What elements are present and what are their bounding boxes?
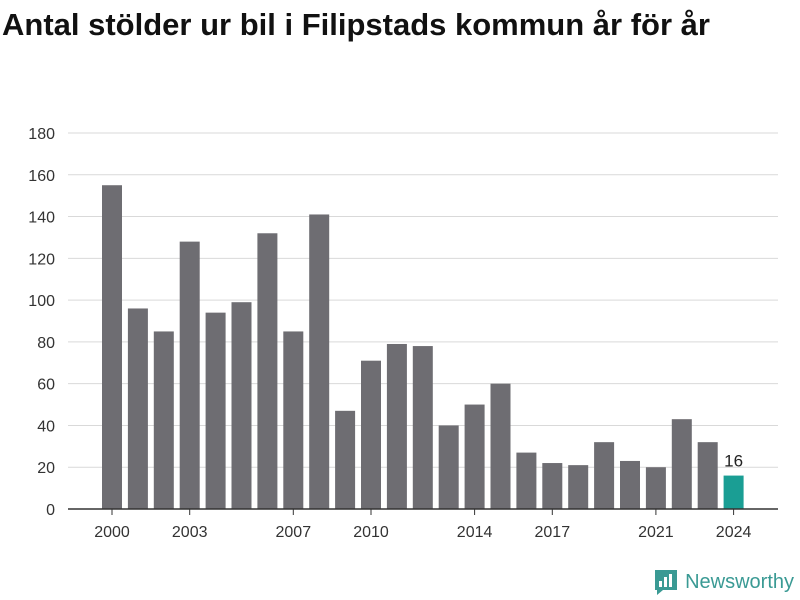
bar-2007 [283, 331, 304, 509]
brand-logo: Newsworthy [653, 568, 794, 596]
chart-title: Antal stölder ur bil i Filipstads kommun… [2, 7, 710, 42]
x-tick-label: 2007 [276, 524, 312, 541]
bar-2015 [490, 383, 511, 509]
y-tick-label: 100 [28, 293, 55, 310]
y-tick-label: 20 [37, 460, 55, 477]
bar-2010 [361, 360, 381, 509]
y-axis-ticks: 0 20 40 60 80 100 120 140 160 180 [28, 126, 55, 519]
bar-2003 [179, 241, 200, 509]
data-label-2024: 16 [724, 452, 743, 471]
data-labels: 16 [724, 452, 743, 471]
bar-2022 [671, 419, 692, 509]
bar-2013 [438, 425, 459, 509]
x-tick-label: 2000 [94, 524, 130, 541]
bar-2017 [542, 463, 563, 509]
bars [102, 185, 744, 509]
bar-2008 [309, 214, 330, 509]
y-tick-label: 140 [28, 210, 55, 227]
brand-name: Newsworthy [685, 570, 794, 593]
bar-2000 [102, 185, 122, 509]
x-tick-label: 2021 [638, 524, 674, 541]
bar-2004 [205, 312, 226, 509]
y-tick-label: 0 [46, 502, 55, 519]
bar-2012 [412, 346, 433, 509]
x-tick-label: 2017 [535, 524, 571, 541]
bar-2002 [153, 331, 174, 509]
bar-2021 [645, 467, 666, 509]
bar-2020 [620, 460, 640, 509]
bar-2005 [231, 302, 252, 509]
bar-2019 [594, 442, 615, 509]
newsworthy-logo-icon [655, 570, 678, 595]
y-tick-label: 60 [37, 377, 55, 394]
bar-2014 [464, 404, 485, 509]
x-axis-ticks: 2000 2003 2007 2010 2014 2017 2021 2024 [94, 509, 751, 541]
bar-2009 [335, 410, 356, 509]
x-tick-label: 2003 [172, 524, 208, 541]
bar-2006 [257, 233, 278, 509]
x-tick-label: 2014 [457, 524, 493, 541]
x-tick-label: 2024 [716, 524, 752, 541]
bar-2018 [568, 465, 589, 509]
bar-2023 [697, 442, 718, 509]
bar-2001 [127, 308, 148, 509]
x-tick-label: 2010 [353, 524, 389, 541]
bar-2024 [723, 475, 744, 509]
bar-2016 [516, 452, 537, 509]
y-tick-label: 160 [28, 168, 55, 185]
y-tick-label: 120 [28, 251, 55, 268]
y-tick-label: 80 [37, 335, 55, 352]
bar-2011 [386, 343, 407, 509]
y-tick-label: 40 [37, 418, 55, 435]
y-tick-label: 180 [28, 126, 55, 143]
